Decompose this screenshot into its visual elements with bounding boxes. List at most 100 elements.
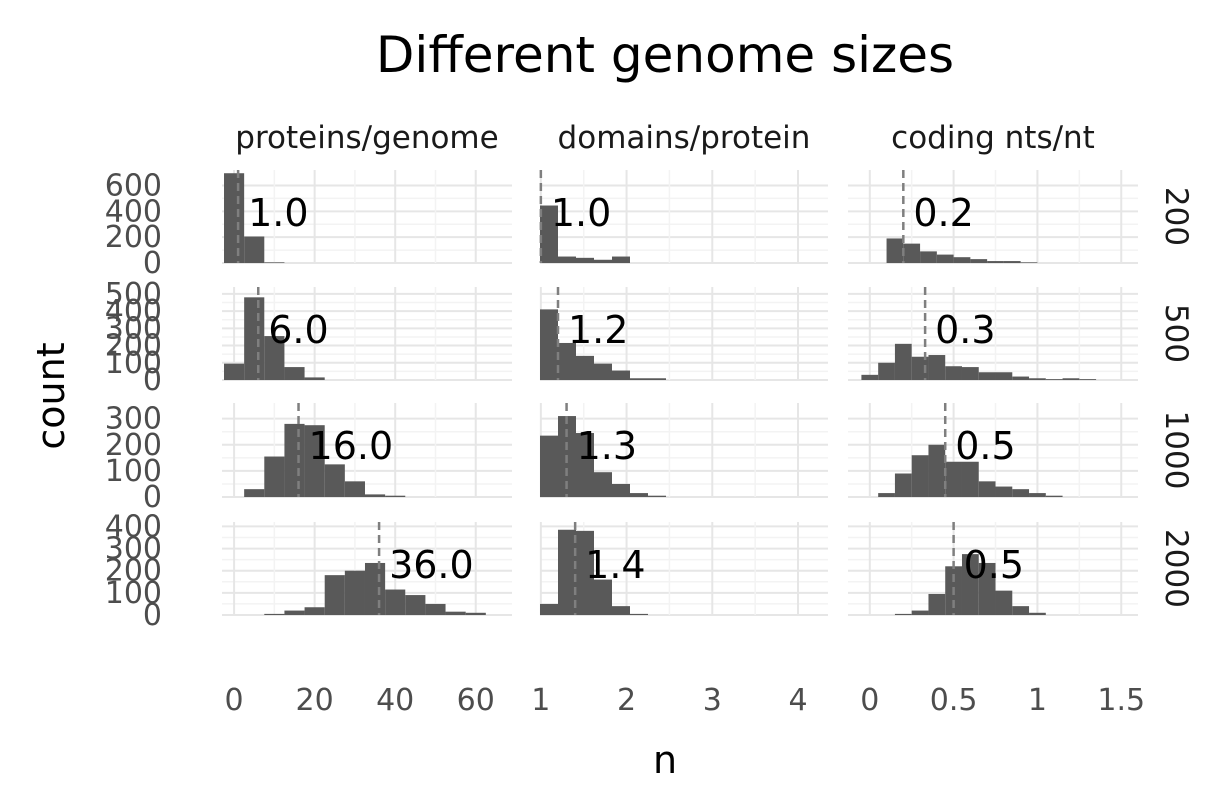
histogram-bar: [911, 455, 929, 497]
histogram-bar: [1045, 379, 1063, 380]
histogram-bar: [861, 374, 879, 380]
column-facet-label: domains/protein: [558, 120, 811, 156]
histogram-bar: [1012, 606, 1030, 615]
histogram-bar: [978, 372, 996, 380]
histogram-bar: [594, 363, 612, 380]
y-tick-label: 100: [105, 454, 162, 489]
x-tick-label: 20: [296, 683, 334, 718]
histogram-bar: [1012, 376, 1030, 380]
median-label: 1.0: [248, 191, 308, 235]
histogram-bar: [264, 613, 285, 615]
histogram-bar: [936, 254, 954, 263]
y-tick-label: 200: [105, 220, 162, 255]
histogram-bar: [953, 257, 971, 263]
histogram-bar: [594, 259, 612, 263]
histogram-bar: [911, 356, 929, 380]
y-tick-label: 300: [105, 402, 162, 437]
histogram-bar: [995, 372, 1013, 380]
histogram-bar: [540, 603, 558, 615]
histogram-bar: [576, 257, 594, 263]
y-tick-label: 0: [143, 480, 162, 515]
histogram-bar: [928, 444, 946, 497]
x-tick-label: 1: [1028, 683, 1047, 718]
histogram-bar: [1020, 262, 1038, 263]
histogram-bar: [961, 554, 979, 615]
histogram-bar: [612, 483, 630, 497]
row-facet-label: 2000: [1158, 529, 1194, 608]
histogram-bar: [264, 336, 285, 380]
histogram-bar: [425, 603, 446, 615]
histogram-bar: [344, 570, 365, 615]
y-tick-label: 100: [105, 346, 162, 381]
histogram-bar: [978, 562, 996, 615]
histogram-bar: [630, 493, 648, 497]
row-facet-label: 500: [1158, 304, 1194, 363]
x-tick-label: 4: [788, 683, 807, 718]
histogram-bar: [558, 342, 576, 380]
y-tick-label: 400: [105, 509, 162, 544]
histogram-bar: [385, 589, 406, 615]
x-tick-label: 1.5: [1097, 683, 1145, 718]
histogram-bar: [576, 433, 594, 497]
median-label: 16.0: [309, 424, 394, 468]
median-label: 1.4: [585, 543, 645, 587]
y-tick-label: 300: [105, 311, 162, 346]
histogram-bar: [324, 575, 345, 615]
histogram-bar: [1062, 378, 1080, 380]
x-axis-title: n: [653, 738, 677, 782]
histogram-bar: [1045, 495, 1063, 497]
histogram-bar: [630, 378, 648, 380]
histogram-bar: [558, 529, 576, 615]
histogram-bar: [445, 611, 466, 615]
histogram-bar: [284, 610, 305, 615]
histogram-bar: [648, 378, 666, 380]
histogram-bar: [612, 606, 630, 615]
histogram-bar: [886, 238, 904, 263]
median-label: 36.0: [389, 543, 474, 587]
histogram-bar: [1079, 379, 1097, 380]
histogram-bar: [903, 243, 921, 263]
histogram-bar: [995, 590, 1013, 615]
median-label: 0.2: [913, 191, 973, 235]
histogram-bar: [878, 493, 895, 497]
y-axis-title: count: [29, 342, 73, 449]
median-label: 6.0: [268, 308, 328, 352]
histogram-bar: [594, 579, 612, 615]
median-label: 0.3: [935, 308, 995, 352]
histogram-bar: [928, 593, 946, 615]
median-label: 1.2: [568, 308, 628, 352]
median-label: 1.0: [551, 191, 611, 235]
histogram-bar: [224, 363, 245, 380]
histogram-bar: [995, 486, 1013, 497]
x-tick-label: 60: [457, 683, 495, 718]
column-facet-label: proteins/genome: [235, 120, 498, 156]
x-tick-label: 0: [860, 683, 879, 718]
column-facet-label: coding nts/nt: [891, 120, 1095, 156]
histogram-bar: [284, 367, 305, 380]
histogram-bar: [1029, 378, 1046, 380]
axis-labels-layer: proteins/genome domains/protein coding nts…: [105, 120, 1194, 718]
x-tick-label: 0.5: [930, 683, 978, 718]
histogram-bar: [576, 355, 594, 380]
histogram-bar: [264, 456, 285, 497]
histogram-bar: [648, 495, 666, 497]
y-tick-label: 300: [105, 532, 162, 567]
histogram-bar: [558, 256, 576, 263]
histogram-bar: [1029, 493, 1046, 497]
histogram-bar: [594, 472, 612, 497]
histogram-bar: [894, 613, 912, 615]
histogram-bar: [304, 425, 325, 497]
histogram-bar: [465, 612, 486, 615]
histogram-bar: [612, 256, 630, 263]
y-tick-label: 400: [105, 194, 162, 229]
histogram-bar: [344, 481, 365, 497]
histogram-bar: [945, 366, 962, 380]
histogram-bar: [911, 610, 929, 615]
histogram-bar: [304, 607, 325, 615]
x-tick-label: 40: [376, 683, 414, 718]
median-label: 0.5: [964, 543, 1024, 587]
histogram-bar: [920, 251, 937, 263]
y-tick-label: 0: [143, 363, 162, 398]
histogram-bar: [894, 343, 912, 380]
